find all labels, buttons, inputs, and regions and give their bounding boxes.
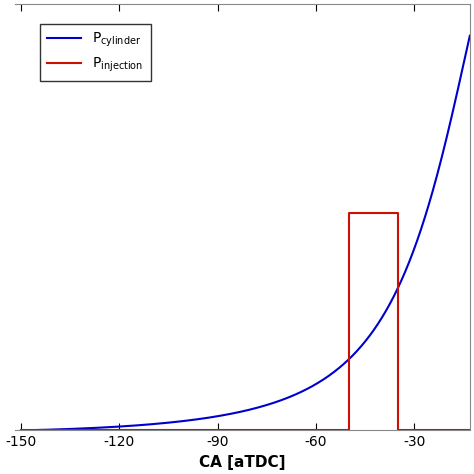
P$_{\mathregular{injection}}$: [467, 428, 473, 433]
P$_{\mathregular{injection}}$: [395, 210, 401, 216]
P$_{\mathregular{cylinder}}$: [291, 392, 296, 398]
Line: P$_{\mathregular{injection}}$: P$_{\mathregular{injection}}$: [21, 213, 470, 430]
P$_{\mathregular{cylinder}}$: [467, 33, 473, 38]
P$_{\mathregular{cylinder}}$: [304, 386, 310, 392]
P$_{\mathregular{cylinder}}$: [279, 397, 284, 403]
P$_{\mathregular{injection}}$: [346, 210, 352, 216]
P$_{\mathregular{cylinder}}$: [359, 343, 365, 349]
P$_{\mathregular{injection}}$: [395, 428, 401, 433]
P$_{\mathregular{injection}}$: [346, 428, 352, 433]
P$_{\mathregular{cylinder}}$: [405, 263, 410, 269]
P$_{\mathregular{injection}}$: [18, 428, 24, 433]
P$_{\mathregular{cylinder}}$: [46, 427, 51, 433]
P$_{\mathregular{cylinder}}$: [18, 428, 24, 433]
Line: P$_{\mathregular{cylinder}}$: P$_{\mathregular{cylinder}}$: [21, 36, 470, 430]
X-axis label: CA [aTDC]: CA [aTDC]: [199, 455, 285, 470]
Legend: P$_{\mathregular{cylinder}}$, P$_{\mathregular{injection}}$: P$_{\mathregular{cylinder}}$, P$_{\mathr…: [40, 24, 151, 82]
